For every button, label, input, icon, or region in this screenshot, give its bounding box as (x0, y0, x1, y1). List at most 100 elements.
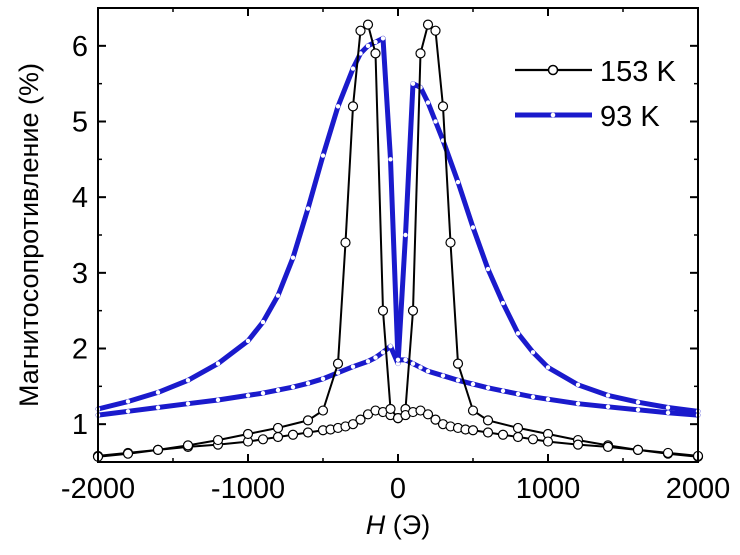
data-point-153k (632, 444, 644, 455)
data-point-93k (388, 157, 393, 162)
data-point-153k (152, 444, 164, 455)
legend-item-93k: 93 K (515, 101, 660, 133)
data-point-93k (335, 104, 341, 109)
data-point-93k (350, 364, 356, 369)
data-point-93k (545, 396, 551, 402)
data-point-93k (530, 350, 536, 355)
data-point-153k (257, 434, 269, 445)
data-point-93k (605, 404, 611, 409)
data-point-93k (275, 293, 281, 298)
data-point-93k (635, 400, 641, 405)
data-point-93k (155, 390, 161, 395)
data-point-93k (433, 119, 438, 124)
data-point-93k (125, 399, 131, 404)
data-point-93k (455, 179, 461, 185)
data-point-93k (350, 66, 356, 71)
data-point-153k (302, 427, 314, 438)
data-point-153k (385, 403, 396, 415)
data-point-153k (422, 19, 434, 30)
data-point-93k (403, 232, 408, 238)
data-point-93k (245, 393, 251, 398)
data-point-93k (485, 385, 491, 391)
data-point-93k (425, 369, 431, 374)
data-point-153k (497, 429, 509, 440)
data-point-93k (425, 100, 431, 105)
data-point-153k (355, 414, 366, 425)
data-point-93k (155, 405, 161, 410)
data-point-93k (260, 390, 266, 396)
data-point-93k (545, 365, 551, 370)
y-tick-label: 5 (72, 107, 88, 139)
data-point-153k (422, 409, 434, 420)
y-tick-label: 3 (72, 258, 88, 290)
data-point-93k (380, 36, 386, 41)
data-point-93k (185, 401, 191, 406)
data-point-153k (347, 419, 359, 430)
series-line-153k-branch-2 (97, 23, 699, 458)
series-line-93k-branch-1 (95, 81, 701, 418)
data-point-153k (347, 101, 359, 112)
data-point-153k (437, 101, 449, 112)
data-point-93k (395, 357, 401, 363)
data-point-93k (440, 373, 446, 378)
data-point-153k (212, 434, 224, 446)
legend-label-153k: 153 K (600, 56, 676, 88)
data-point-153k (512, 422, 524, 434)
data-point-93k (485, 266, 491, 272)
data-point-93k (470, 381, 476, 387)
x-axis-symbol: H (366, 510, 386, 540)
data-point-153k (527, 434, 539, 445)
data-point-153k (332, 358, 344, 369)
y-axis-title: Магнитосопротивление (%) (14, 63, 44, 407)
data-point-93k (335, 370, 341, 375)
data-point-93k (665, 410, 671, 416)
data-point-93k (290, 255, 296, 260)
x-axis-unit: (Э) (385, 510, 430, 540)
data-point-153k (340, 237, 351, 248)
legend-label-93k: 93 K (600, 101, 660, 133)
data-point-153k (377, 305, 389, 316)
y-tick-label: 2 (72, 334, 88, 366)
data-point-153k (272, 422, 284, 434)
data-point-153k (452, 358, 464, 369)
legend: 153 K 93 K (515, 56, 676, 133)
data-point-93k (320, 376, 326, 381)
data-point-153k (445, 237, 456, 248)
data-point-153k (242, 428, 254, 440)
data-point-93k (125, 409, 131, 414)
series-line-93k-branch-2 (95, 35, 701, 418)
data-point-93k (500, 388, 506, 394)
data-point-153k (482, 415, 494, 426)
data-point-93k (185, 378, 191, 383)
series-line-153k-branch-1 (97, 23, 699, 458)
data-point-93k (470, 225, 476, 230)
data-point-93k (320, 153, 326, 158)
data-point-93k (515, 331, 521, 336)
x-tick-label: -2000 (61, 473, 135, 505)
data-point-153k (182, 440, 194, 451)
data-point-93k (635, 407, 641, 412)
data-point-153k (467, 425, 479, 436)
data-point-153k (430, 25, 441, 36)
data-point-93k (455, 378, 461, 383)
data-point-93k (305, 206, 311, 211)
data-point-153k (355, 25, 366, 36)
legend-item-153k: 153 K (515, 56, 676, 88)
data-point-93k (515, 391, 521, 397)
data-point-93k (215, 397, 221, 403)
data-point-153k (430, 414, 441, 425)
data-point-153k (415, 48, 426, 59)
data-point-93k (403, 357, 408, 363)
data-point-93k (418, 365, 423, 370)
data-point-93k (410, 361, 416, 366)
data-point-93k (605, 393, 611, 398)
data-point-153k (317, 405, 329, 416)
x-tick-label: -1000 (211, 473, 285, 505)
data-point-93k (410, 81, 416, 86)
data-point-93k (305, 381, 311, 386)
data-point-93k (395, 361, 401, 366)
legend-marker-93k (550, 112, 556, 118)
data-point-93k (530, 394, 536, 400)
data-point-93k (575, 382, 581, 388)
y-tick-label: 6 (72, 31, 88, 63)
